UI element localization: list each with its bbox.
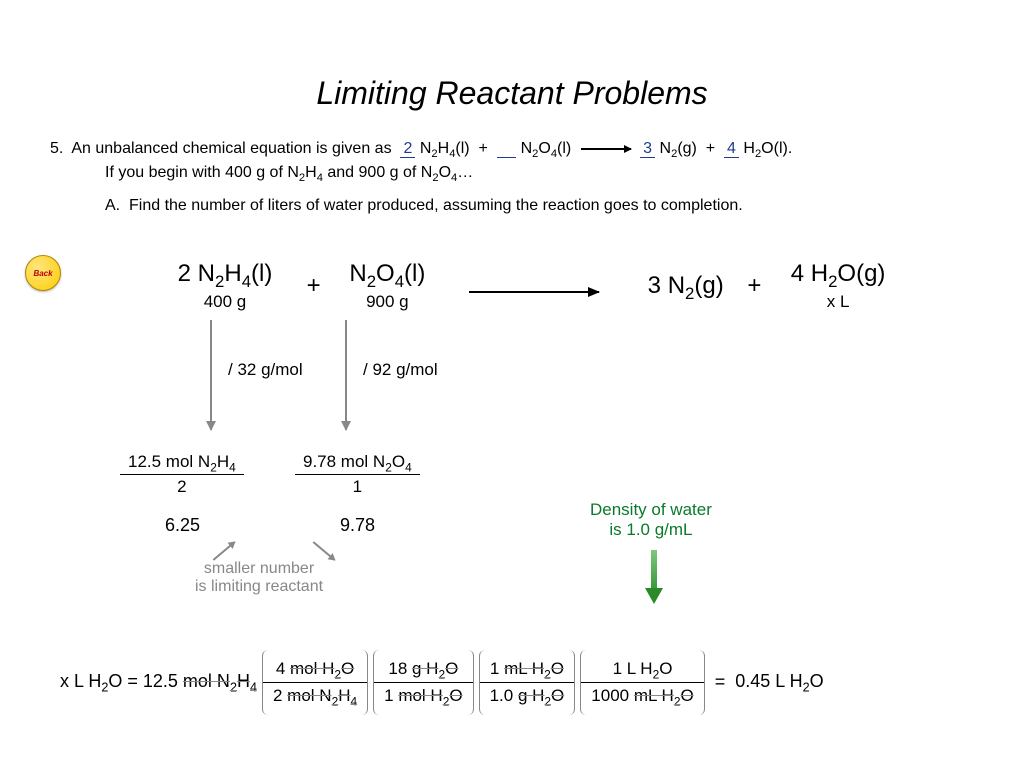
final-answer: 0.45 L H2O	[735, 671, 823, 691]
problem-statement: 5. An unbalanced chemical equation is gi…	[50, 137, 974, 185]
reactant-1: N2H4(l) +	[420, 140, 497, 157]
mass-2: 900 g	[327, 292, 447, 312]
factor-1: 4 mol H2O 2 mol N2H4	[262, 650, 368, 715]
page-title: Limiting Reactant Problems	[0, 0, 1024, 112]
factor-2: 18 g H2O 1 mol H2O	[373, 650, 473, 715]
reactant-2: N2O4(l)	[521, 140, 572, 157]
mol-ratio-1: 12.5 mol N2H4 2	[120, 450, 244, 499]
balanced-equation: 2 N2H4(l) 400 g + N2O4(l) 900 g 3 N2(g) …	[150, 260, 1024, 314]
chain-lhs: x L H2O = 12.5 mol N2H4	[60, 671, 257, 691]
reaction-arrow-icon	[581, 148, 631, 150]
subq-text: Find the number of liters of water produ…	[129, 197, 743, 214]
coef-2-blank	[497, 140, 516, 158]
mol-ratio-2: 9.78 mol N2O4 1	[295, 450, 420, 499]
reaction-arrow-lg-icon	[469, 291, 599, 293]
ratio-result-2: 9.78	[340, 515, 375, 536]
factor-4: 1 L H2O 1000 mL H2O	[580, 650, 704, 715]
down-arrow-2-icon	[345, 320, 347, 430]
unknown-x: x L	[768, 292, 908, 312]
equals: =	[710, 671, 736, 691]
problem-lead: An unbalanced chemical equation is given…	[71, 140, 391, 157]
plus-2: +	[747, 272, 761, 299]
subq-letter: A.	[105, 197, 120, 214]
dimensional-analysis: x L H2O = 12.5 mol N2H4 4 mol H2O 2 mol …	[60, 650, 824, 715]
mass-1: 400 g	[150, 292, 300, 312]
hint-arrow-1-icon	[213, 541, 236, 561]
factor-3: 1 mL H2O 1.0 g H2O	[479, 650, 576, 715]
down-arrow-1-icon	[210, 320, 212, 430]
mol-2-den: 1	[295, 474, 420, 499]
ratio-result-1: 6.25	[165, 515, 200, 536]
eq-term-2: N2O4(l) 900 g	[327, 260, 447, 312]
product-1: N2(g) +	[660, 140, 724, 157]
eq-term-3: 3 N2(g)	[631, 272, 741, 300]
mol-1-num: 12.5 mol N2H4	[120, 450, 244, 474]
subquestion: A. Find the number of liters of water pr…	[105, 197, 974, 215]
work-area: 2 N2H4(l) 400 g + N2O4(l) 900 g 3 N2(g) …	[0, 260, 1024, 314]
product-2: H2O(l).	[743, 140, 792, 157]
eq-term-4: 4 H2O(g) x L	[768, 260, 908, 312]
green-down-arrow-icon	[648, 550, 660, 605]
coef-4: 4	[724, 140, 739, 158]
coef-1: 2	[400, 140, 415, 158]
molar-mass-1: / 32 g/mol	[228, 360, 303, 380]
eq-term-1: 2 N2H4(l) 400 g	[150, 260, 300, 312]
molar-mass-2: / 92 g/mol	[363, 360, 438, 380]
coef-3: 3	[640, 140, 655, 158]
limiting-hint: smaller numberis limiting reactant	[195, 560, 323, 596]
density-note: Density of wateris 1.0 g/mL	[590, 500, 712, 540]
given-amounts: If you begin with 400 g of N2H4 and 900 …	[105, 164, 473, 181]
mol-1-den: 2	[120, 474, 244, 499]
plus-1: +	[307, 272, 321, 299]
hint-arrow-2-icon	[313, 541, 336, 561]
mol-2-num: 9.78 mol N2O4	[295, 450, 420, 474]
problem-number: 5.	[50, 140, 63, 157]
